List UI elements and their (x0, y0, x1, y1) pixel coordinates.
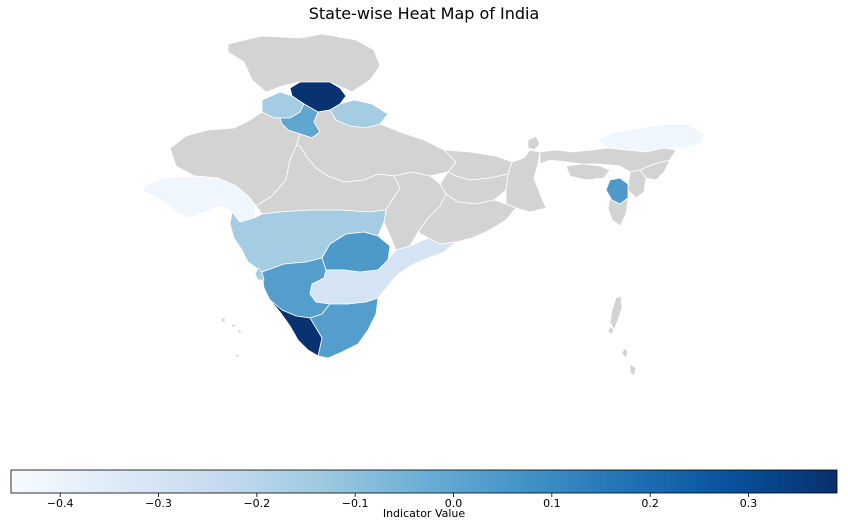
state-kerala[interactable] (269, 299, 323, 357)
state-meghalaya[interactable] (565, 163, 611, 181)
colorbar: −0.4 −0.3 −0.2 −0.1 0.0 0.1 0.2 0.3 Indicator V… (10, 469, 838, 520)
state-arunachal-pradesh[interactable] (597, 123, 705, 153)
colorbar-tick-label: −0.1 (342, 497, 369, 510)
colorbar-gradient (10, 469, 838, 494)
colorbar-label: Indicator Value (383, 507, 466, 520)
state-odisha[interactable] (417, 193, 517, 245)
state-chhattisgarh[interactable] (383, 171, 447, 251)
colorbar-tick-label: 0.0 (445, 497, 463, 510)
colorbar-ticks: −0.4 −0.3 −0.2 −0.1 0.0 0.1 0.2 0.3 (47, 493, 757, 510)
state-west-bengal[interactable] (505, 149, 547, 213)
state-andaman-nicobar[interactable] (607, 295, 637, 377)
colorbar-tick-label: −0.3 (145, 497, 172, 510)
colorbar-tick-label: 0.1 (543, 497, 561, 510)
colorbar-tick-label: 0.2 (641, 497, 659, 510)
state-sikkim[interactable] (527, 135, 541, 151)
chart-title: State-wise Heat Map of India (309, 4, 540, 23)
colorbar-tick-label: −0.4 (47, 497, 74, 510)
state-jammu-kashmir[interactable] (227, 33, 381, 93)
colorbar-tick-label: 0.3 (740, 497, 758, 510)
state-manipur[interactable] (627, 169, 647, 199)
colorbar-tick-label: −0.2 (243, 497, 270, 510)
state-tripura[interactable] (605, 177, 629, 205)
state-tamil-nadu[interactable] (309, 297, 379, 359)
india-map (143, 33, 705, 377)
state-goa[interactable] (254, 267, 265, 281)
state-lakshadweep[interactable] (221, 317, 242, 358)
